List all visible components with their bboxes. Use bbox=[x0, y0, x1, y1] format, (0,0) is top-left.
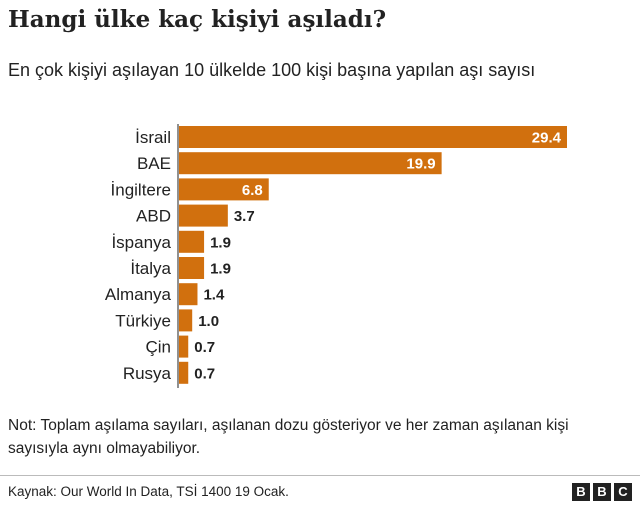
value-label: 1.4 bbox=[203, 287, 225, 304]
bar bbox=[179, 257, 205, 279]
bar bbox=[179, 361, 189, 384]
category-label: İngiltere bbox=[111, 180, 171, 199]
category-label: ABD bbox=[136, 207, 171, 226]
bbc-logo-letter: B bbox=[572, 483, 590, 501]
value-label: 1.9 bbox=[210, 234, 231, 251]
category-label: İspanya bbox=[111, 233, 171, 252]
chart-note: Not: Toplam aşılama sayıları, aşılanan d… bbox=[8, 417, 569, 457]
value-label: 19.9 bbox=[406, 156, 435, 173]
value-label: 0.7 bbox=[194, 365, 215, 382]
bar bbox=[179, 204, 228, 227]
value-label: 0.7 bbox=[194, 339, 215, 356]
bar bbox=[179, 126, 567, 148]
category-label: İsrail bbox=[135, 128, 171, 147]
value-label: 1.9 bbox=[210, 261, 231, 278]
bbc-logo-letter: C bbox=[614, 483, 632, 501]
category-label: Almanya bbox=[105, 285, 172, 304]
footer-divider bbox=[0, 475, 640, 476]
value-label: 1.0 bbox=[198, 313, 219, 330]
value-label: 3.7 bbox=[234, 208, 255, 225]
value-label: 6.8 bbox=[242, 182, 263, 199]
bar-chart: İsrail 29.4 BAE 19.9 İngiltere 6.8 ABD 3.7 İspan… bbox=[105, 124, 567, 388]
category-label: Çin bbox=[145, 338, 171, 357]
chart-title: Hangi ülke kaç kişiyi aşıladı? bbox=[8, 6, 387, 33]
bar bbox=[179, 178, 269, 201]
bar bbox=[179, 335, 189, 358]
bar bbox=[179, 283, 198, 306]
bar bbox=[179, 309, 193, 332]
bbc-logo-letter: B bbox=[593, 483, 611, 501]
value-label: 29.4 bbox=[532, 130, 562, 147]
category-label: Rusya bbox=[123, 364, 172, 383]
chart-subtitle: En çok kişiyi aşılayan 10 ülkelde 100 ki… bbox=[8, 60, 536, 80]
source-text: Kaynak: Our World In Data, TSİ 1400 19 O… bbox=[8, 484, 289, 499]
bbc-logo: B B C bbox=[572, 483, 632, 501]
category-label: Türkiye bbox=[115, 311, 171, 330]
category-label: BAE bbox=[137, 154, 171, 173]
category-label: İtalya bbox=[130, 259, 171, 278]
bar bbox=[179, 230, 205, 253]
bar bbox=[179, 152, 442, 175]
